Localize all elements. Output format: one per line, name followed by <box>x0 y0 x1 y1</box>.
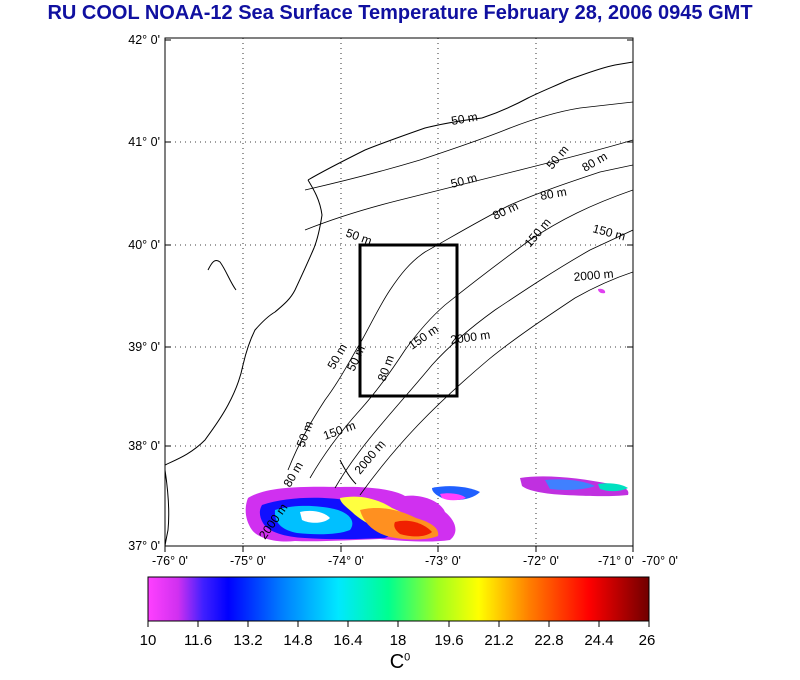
isobath-label: 150 m <box>321 418 357 443</box>
map-frame <box>164 37 634 547</box>
colorbar-tick-label: 10 <box>140 632 157 649</box>
colorbar-tick-label: 14.8 <box>283 632 312 649</box>
isobath-label: 80 m <box>539 185 568 203</box>
lat-label: 39° 0' <box>128 340 160 354</box>
lat-label: 41° 0' <box>128 135 160 149</box>
colorbar-tick-label: 18 <box>390 632 407 649</box>
isobath-label: 50 m <box>449 170 478 190</box>
isobath-label: 80 m <box>490 199 520 223</box>
isobath-label: 50 m <box>450 110 479 128</box>
lon-label: -73° 0' <box>425 554 461 568</box>
colorbar-tick-label: 16.4 <box>333 632 362 649</box>
isobath-label: 50 m <box>294 419 316 449</box>
map-title: RU COOL NOAA-12 Sea Surface Temperature … <box>47 2 753 24</box>
colorbar-tick-label: 22.8 <box>534 632 563 649</box>
lon-label: -71° 0' <box>598 554 634 568</box>
isobath-label: 2000 m <box>449 328 491 347</box>
lon-label: -76° 0' <box>152 554 188 568</box>
colorbar-units: C0 <box>370 651 430 674</box>
units-superscript: 0 <box>404 651 411 664</box>
isobath-contours <box>287 101 633 496</box>
grid-lines <box>165 38 633 546</box>
lat-label: 37° 0' <box>128 539 160 553</box>
isobath-label: 50 m <box>544 142 572 171</box>
longitude-labels: -76° 0' -75° 0' -74° 0' -73° 0' -72° 0' … <box>152 554 678 568</box>
colorbar-tick-label: 19.6 <box>434 632 463 649</box>
units-base: C <box>389 651 405 673</box>
colorbar-tick-label: 21.2 <box>484 632 513 649</box>
coastline <box>165 61 633 546</box>
colorbar-tick-label: 26 <box>639 632 656 649</box>
lat-label: 40° 0' <box>128 238 160 252</box>
colorbar: 10 11.6 13.2 14.8 16.4 18 19.6 21.2 22.8… <box>140 576 656 649</box>
tick-marks <box>164 39 634 552</box>
lat-label: 38° 0' <box>128 439 160 453</box>
isobath-label: 2000 m <box>573 267 614 284</box>
lon-label: -74° 0' <box>328 554 364 568</box>
lon-label: -70° 0' <box>642 554 678 568</box>
isobath-label: 150 m <box>591 221 627 243</box>
lon-label: -72° 0' <box>523 554 559 568</box>
isobath-label: 80 m <box>280 459 305 489</box>
colorbar-tick-label: 13.2 <box>233 632 262 649</box>
colorbar-gradient <box>147 576 650 622</box>
lat-label: 42° 0' <box>128 33 160 47</box>
isobath-label: 2000 m <box>352 437 388 477</box>
sst-data-patch <box>245 288 629 542</box>
isobath-label: 150 m <box>522 215 554 250</box>
colorbar-tick-label: 11.6 <box>184 632 212 649</box>
isobath-label: 80 m <box>375 353 397 383</box>
isobath-labels: 50 m 50 m 50 m 50 m 50 m 50 m 50 m 80 m … <box>256 110 627 542</box>
colorbar-tick-label: 24.4 <box>584 632 613 649</box>
latitude-labels: 42° 0' 41° 0' 40° 0' 39° 0' 38° 0' 37° 0… <box>128 33 160 553</box>
study-area-box <box>358 243 459 398</box>
lon-label: -75° 0' <box>230 554 266 568</box>
